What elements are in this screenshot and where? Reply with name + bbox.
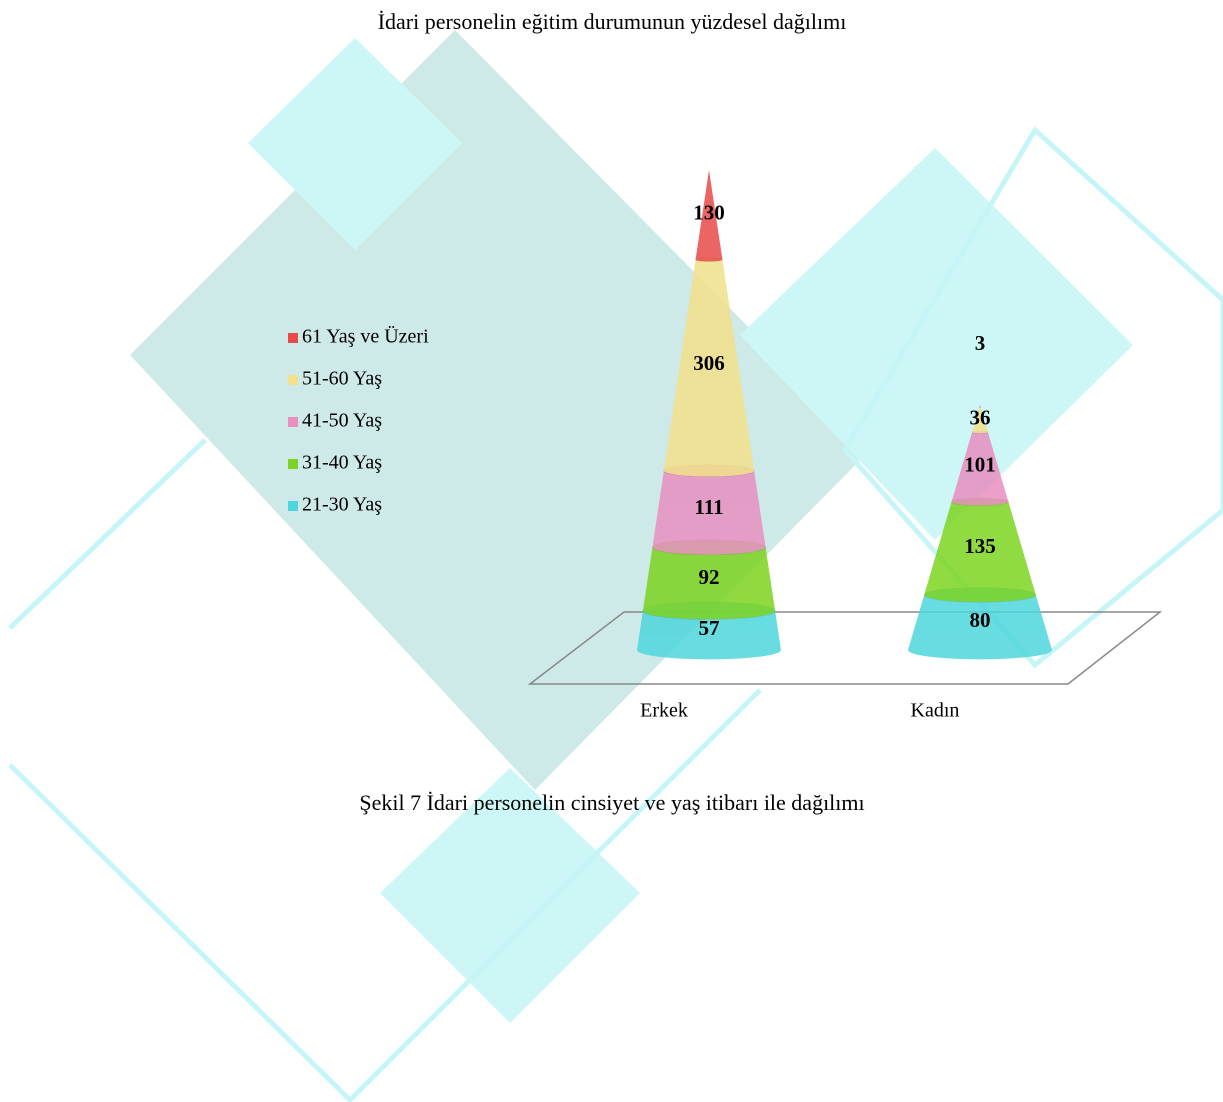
- floor: [527, 611, 1163, 685]
- legend-swatch: [288, 501, 298, 511]
- legend-swatch: [288, 459, 298, 469]
- legend-label: 61 Yaş ve Üzeri: [302, 325, 429, 348]
- segment-part: [924, 501, 1036, 603]
- legend-swatch: [288, 375, 298, 385]
- diamond-outline: [8, 688, 762, 1102]
- segment-part: [972, 407, 988, 434]
- caption: Şekil 7 İdari personelin cinsiyet ve yaş…: [359, 790, 864, 815]
- cone-segment: [979, 405, 981, 408]
- data-label: 3: [975, 331, 986, 355]
- segment-part: [642, 547, 776, 620]
- diamond-outline: [8, 438, 207, 630]
- legend-label: 21-30 Yaş: [302, 494, 382, 516]
- data-label: 80: [970, 608, 991, 632]
- segment-part: [663, 259, 755, 477]
- text-above: İdari personelin eğitim durumunun yüzdes…: [378, 9, 847, 34]
- data-label: 101: [964, 453, 996, 477]
- data-label: 92: [699, 565, 720, 589]
- legend-swatch: [288, 417, 298, 427]
- segment-part: [695, 170, 723, 262]
- legend-label: 51-60 Yaş: [302, 368, 382, 390]
- legend-label: 41-50 Yaş: [302, 410, 382, 432]
- data-label: 306: [693, 351, 725, 375]
- data-label: 36: [970, 405, 991, 429]
- legend-swatch: [288, 333, 298, 343]
- segment-part: [652, 470, 766, 555]
- data-label: 135: [964, 534, 996, 558]
- segment-part: [908, 594, 1052, 660]
- diamond: [740, 148, 1133, 540]
- cone-segment: [695, 170, 723, 262]
- category-label: Erkek: [640, 700, 688, 722]
- diamond: [380, 768, 640, 1023]
- segment-part: [979, 405, 981, 408]
- diamond: [130, 30, 870, 790]
- decoration: [8, 30, 1223, 1102]
- data-label: 130: [693, 201, 725, 225]
- data-label: 111: [694, 495, 723, 519]
- category-label: Kadın: [911, 700, 960, 722]
- diamond: [248, 38, 462, 250]
- legend-label: 31-40 Yaş: [302, 452, 382, 474]
- segment-part: [637, 610, 781, 660]
- data-label: 57: [699, 616, 720, 640]
- segment-part: [951, 432, 1009, 506]
